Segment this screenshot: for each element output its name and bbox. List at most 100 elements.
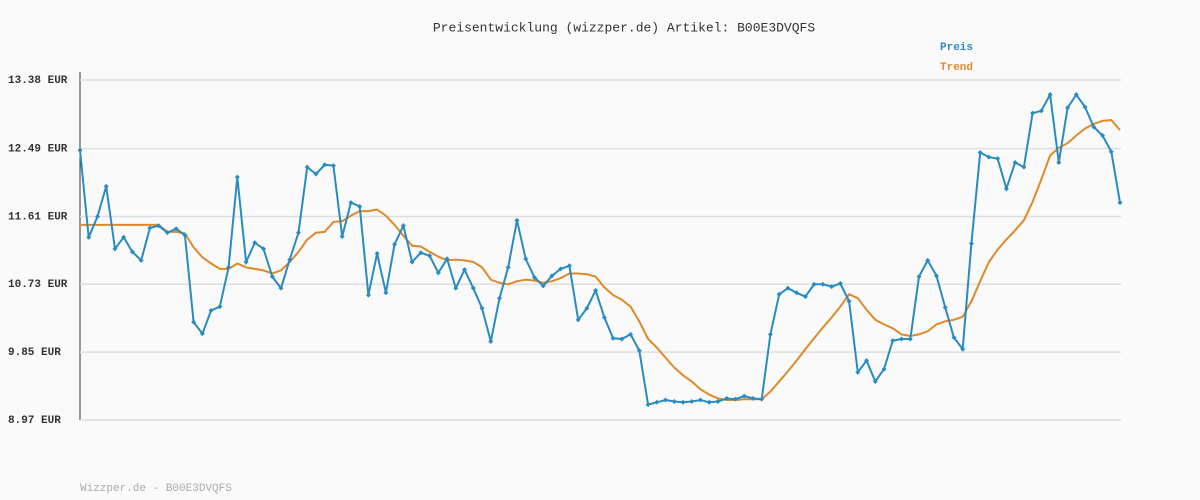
data-point bbox=[671, 398, 677, 404]
y-tick-label: 9.85 EUR bbox=[8, 347, 61, 359]
data-point bbox=[164, 230, 170, 236]
data-point bbox=[94, 213, 100, 219]
data-point bbox=[278, 285, 284, 291]
data-point bbox=[418, 250, 424, 256]
data-point bbox=[138, 257, 144, 263]
data-point bbox=[864, 358, 870, 364]
data-point bbox=[435, 270, 441, 276]
y-tick-label: 10.73 EUR bbox=[8, 279, 68, 291]
data-point bbox=[103, 183, 109, 189]
data-point bbox=[295, 230, 301, 236]
data-point bbox=[470, 285, 476, 291]
legend-label: Preis bbox=[940, 42, 973, 54]
data-point bbox=[217, 304, 223, 310]
data-point bbox=[584, 305, 590, 311]
data-point bbox=[313, 171, 319, 177]
data-point bbox=[1108, 149, 1114, 155]
data-point bbox=[427, 253, 433, 259]
data-point bbox=[601, 314, 607, 320]
data-point bbox=[374, 250, 380, 256]
data-point bbox=[942, 304, 948, 310]
data-point bbox=[1091, 124, 1097, 130]
data-point bbox=[86, 234, 92, 240]
data-point bbox=[1082, 104, 1088, 110]
data-point bbox=[129, 249, 135, 255]
data-point bbox=[505, 264, 511, 270]
y-tick-label: 11.61 EUR bbox=[8, 211, 68, 223]
data-point bbox=[1038, 108, 1044, 114]
data-point bbox=[663, 397, 669, 403]
data-point bbox=[514, 217, 520, 223]
data-point bbox=[794, 290, 800, 296]
data-point bbox=[680, 399, 686, 405]
data-point bbox=[829, 284, 835, 290]
data-point bbox=[444, 256, 450, 262]
data-point bbox=[986, 154, 992, 160]
data-point bbox=[400, 223, 406, 229]
data-point bbox=[741, 393, 747, 399]
data-point bbox=[837, 281, 843, 287]
data-point bbox=[287, 257, 293, 263]
data-point bbox=[234, 174, 240, 180]
data-point bbox=[173, 226, 179, 232]
data-point bbox=[1012, 159, 1018, 165]
data-point bbox=[977, 149, 983, 155]
data-point bbox=[610, 335, 616, 341]
data-point bbox=[759, 396, 765, 402]
data-point bbox=[732, 396, 738, 402]
data-point bbox=[960, 346, 966, 352]
data-point bbox=[951, 335, 957, 341]
data-point bbox=[925, 257, 931, 263]
source-label: Wizzper.de - B00E3DVQFS bbox=[80, 483, 232, 495]
data-point bbox=[383, 290, 389, 296]
data-point bbox=[995, 156, 1001, 162]
data-point bbox=[156, 223, 162, 229]
data-point bbox=[462, 267, 468, 273]
data-point bbox=[881, 366, 887, 372]
data-point bbox=[802, 294, 808, 300]
data-point bbox=[269, 274, 275, 280]
data-point bbox=[776, 291, 782, 297]
data-point bbox=[575, 317, 581, 323]
data-point bbox=[933, 273, 939, 279]
data-point bbox=[907, 336, 913, 342]
data-point bbox=[636, 348, 642, 354]
data-point bbox=[199, 331, 205, 337]
data-point bbox=[549, 273, 555, 279]
data-point bbox=[566, 263, 572, 269]
data-point bbox=[1117, 200, 1123, 206]
data-point bbox=[121, 234, 127, 240]
data-point bbox=[899, 336, 905, 342]
y-tick-label: 13.38 EUR bbox=[8, 75, 68, 87]
data-point bbox=[322, 162, 328, 168]
data-point bbox=[365, 292, 371, 298]
data-point bbox=[689, 398, 695, 404]
data-point bbox=[409, 259, 415, 265]
data-point bbox=[226, 264, 232, 270]
data-point bbox=[496, 295, 502, 301]
data-point bbox=[252, 240, 258, 246]
data-point bbox=[540, 283, 546, 289]
data-point bbox=[724, 395, 730, 401]
data-point bbox=[654, 399, 660, 405]
data-point bbox=[767, 331, 773, 337]
data-point bbox=[261, 246, 267, 252]
data-point bbox=[811, 281, 817, 287]
data-point bbox=[698, 397, 704, 403]
data-point bbox=[968, 240, 974, 246]
data-point bbox=[820, 281, 826, 287]
data-point bbox=[304, 164, 310, 170]
data-point bbox=[348, 200, 354, 206]
data-point bbox=[182, 232, 188, 238]
data-point bbox=[243, 259, 249, 265]
data-point bbox=[531, 274, 537, 280]
data-point bbox=[479, 305, 485, 311]
legend-label: Trend bbox=[940, 62, 973, 74]
data-point bbox=[339, 234, 345, 240]
data-point bbox=[1047, 92, 1053, 98]
data-point bbox=[488, 338, 494, 344]
data-point bbox=[628, 331, 634, 337]
data-point bbox=[208, 308, 214, 314]
data-point bbox=[715, 398, 721, 404]
